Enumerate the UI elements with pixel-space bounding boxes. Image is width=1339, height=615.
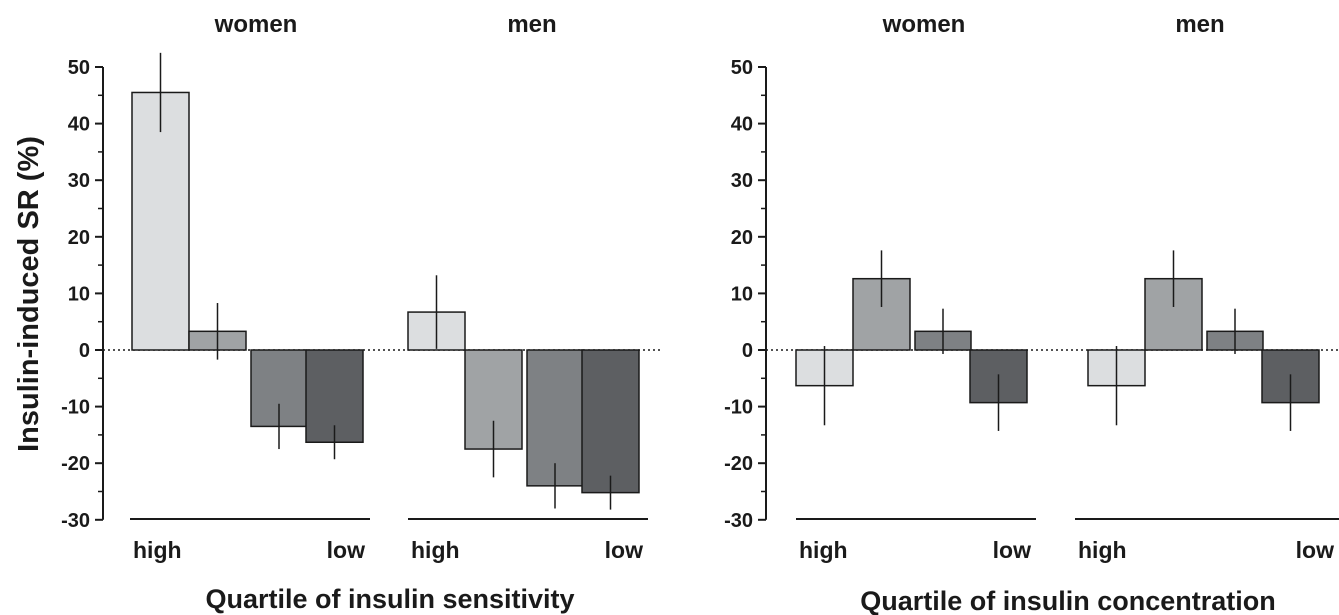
x-axis-label-sensitivity: Quartile of insulin sensitivity [205,584,574,614]
quartile-label-low: low [327,537,365,563]
y-tick-label: -30 [724,510,753,532]
quartile-label-high: high [799,537,848,563]
y-tick-label: 50 [68,57,90,79]
group-label-men: men [507,11,556,38]
group-label-women: women [214,11,298,38]
y-tick-label: 0 [79,340,90,362]
quartile-label-low: low [605,537,643,563]
y-tick-label: -20 [61,453,90,475]
y-axis-label: Insulin-induced SR (%) [13,136,45,452]
quartile-label-low: low [1296,537,1334,563]
y-tick-label: 10 [68,283,90,305]
group-label-women: women [882,11,966,38]
quartile-label-high: high [411,537,460,563]
y-tick-label: 30 [731,170,753,192]
quartile-label-low: low [993,537,1031,563]
y-tick-label: -20 [724,453,753,475]
x-axis-label-concentration: Quartile of insulin concentration [860,586,1276,615]
y-tick-label: 30 [68,170,90,192]
quartile-label-high: high [1078,537,1127,563]
y-tick-label: 40 [731,114,753,136]
y-tick-label: 40 [68,114,90,136]
y-tick-label: 20 [68,227,90,249]
bar-men-q4 [581,349,640,494]
y-tick-label: 0 [742,340,753,362]
quartile-label-high: high [133,537,182,563]
y-tick-label: -10 [724,397,753,419]
y-tick-label: 10 [731,283,753,305]
y-tick-label: -30 [61,510,90,532]
y-tick-label: 50 [731,57,753,79]
group-label-men: men [1175,11,1224,38]
y-tick-label: 20 [731,227,753,249]
y-tick-label: -10 [61,397,90,419]
